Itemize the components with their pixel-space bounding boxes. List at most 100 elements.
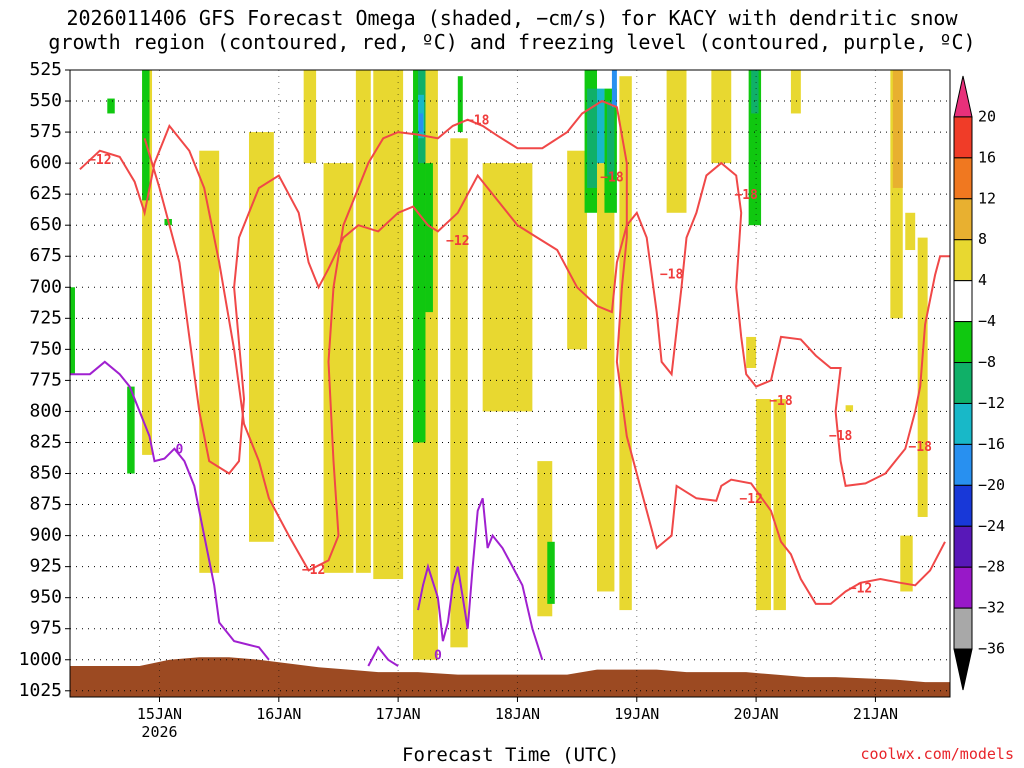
omega-cell (425, 163, 433, 313)
contour-label: −18 (660, 267, 684, 282)
colorbar-swatch (953, 607, 973, 650)
omega-cell (142, 70, 153, 455)
y-tick-label: 600 (29, 152, 62, 173)
omega-cell (756, 399, 772, 611)
credit-text: coolwx.com/models (860, 745, 1014, 763)
ground-layer (70, 657, 950, 697)
x-tick-label: 16JAN (256, 705, 301, 723)
x-tick-label: 20JAN (734, 705, 779, 723)
contour-label: −18 (769, 394, 793, 409)
y-axis: 525 550 575 600 625 650 675 700 725 750 775 800 825 8… (19, 59, 70, 701)
y-tick-label: 800 (29, 400, 62, 421)
omega-cell (900, 535, 913, 592)
omega-shading-layer (70, 70, 928, 660)
title-line-2: growth region (contoured, red, ºC) and f… (48, 30, 976, 54)
colorbar-swatch (953, 566, 973, 609)
y-tick-label: 825 (29, 431, 62, 452)
x-tick-label: 19JAN (614, 705, 659, 723)
omega-cell (746, 336, 757, 368)
colorbar-label: −16 (978, 435, 1005, 453)
colorbar-label: −4 (978, 312, 996, 330)
colorbar-label: −24 (978, 517, 1005, 535)
omega-cell (450, 138, 468, 648)
omega-cell (142, 70, 150, 201)
omega-cell (666, 70, 687, 213)
x-tick-label: 15JAN (137, 705, 182, 723)
y-tick-label: 1000 (19, 649, 62, 670)
omega-cell (457, 76, 463, 133)
y-tick-label: 525 (29, 59, 62, 80)
contour-label: 0 (175, 442, 183, 457)
freezing-contour (367, 645, 399, 667)
dgz-contour (79, 99, 946, 605)
ground-fill (70, 657, 950, 697)
dgz-contour (143, 138, 950, 488)
y-tick-label: 550 (29, 90, 62, 111)
y-tick-label: 900 (29, 525, 62, 546)
y-tick-label: 775 (29, 369, 62, 390)
omega-cell (70, 287, 75, 375)
chart-title: 2026011406 GFS Forecast Omega (shaded, −… (0, 6, 1024, 54)
colorbar-label: −8 (978, 353, 996, 371)
contour-label: −18 (600, 171, 624, 186)
colorbar-swatch (953, 362, 973, 404)
y-tick-label: 675 (29, 245, 62, 266)
omega-cell (619, 76, 632, 611)
y-tick-label: 875 (29, 494, 62, 515)
contour-label: −18 (466, 113, 490, 128)
contour-label: −12 (302, 563, 325, 578)
contour-label: −12 (739, 492, 762, 507)
colorbar-label: 8 (978, 230, 987, 248)
colorbar-label: −32 (978, 599, 1005, 617)
omega-cell (597, 88, 605, 164)
omega-cell (917, 237, 928, 517)
plot-frame (69, 69, 951, 698)
colorbar-swatch (953, 484, 973, 527)
omega-cell (587, 88, 598, 188)
contour-label: 0 (434, 649, 442, 664)
y-tick-label: 750 (29, 338, 62, 359)
colorbar-label: −28 (978, 558, 1005, 576)
omega-cell (355, 70, 371, 573)
contour-label: −18 (908, 440, 932, 455)
omega-cell (547, 541, 555, 604)
omega-cell (905, 212, 916, 251)
colorbar-label: 4 (978, 271, 987, 289)
colorbar-label: −20 (978, 476, 1005, 494)
y-tick-label: 975 (29, 618, 62, 639)
x-tick-label: 18JAN (495, 705, 540, 723)
y-tick-label: 1025 (19, 680, 62, 701)
omega-cell (597, 163, 615, 592)
y-tick-label: 700 (29, 276, 62, 297)
omega-cell (611, 70, 617, 108)
omega-cell (107, 98, 115, 114)
colorbar-swatch (953, 157, 973, 200)
colorbar-label: −12 (978, 394, 1005, 412)
y-tick-label: 950 (29, 587, 62, 608)
colorbar-swatch (953, 198, 973, 241)
omega-cell (303, 70, 317, 164)
freezing-contour (417, 497, 544, 661)
contour-label: −18 (734, 188, 758, 203)
y-tick-label: 625 (29, 183, 62, 204)
omega-cell (248, 132, 274, 542)
omega-cell (773, 399, 786, 611)
contour-label: −12 (88, 153, 111, 168)
contour-layer (70, 99, 950, 667)
omega-cell (751, 70, 759, 114)
contour-label: −12 (849, 581, 872, 596)
colorbar-swatch (953, 116, 973, 159)
colorbar: 20 16 12 8 4 −4 −8 −12 −16 −20 −24 −28 −32 −36 (953, 75, 1005, 691)
colorbar-swatch (953, 648, 973, 691)
y-tick-label: 725 (29, 307, 62, 328)
colorbar-swatch (953, 402, 973, 445)
colorbar-swatch (953, 280, 973, 323)
colorbar-label: 16 (978, 148, 996, 166)
omega-cell (711, 70, 732, 164)
omega-cell (892, 70, 903, 188)
omega-cell (127, 386, 135, 474)
omega-cell (567, 150, 588, 350)
colorbar-label: 20 (978, 107, 996, 125)
